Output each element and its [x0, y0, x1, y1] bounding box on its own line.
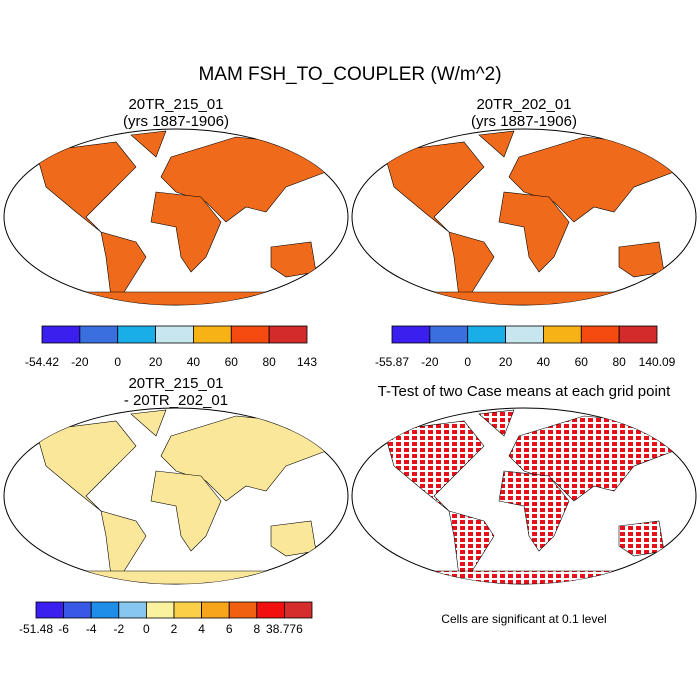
colorbar-label: 8 [253, 622, 260, 636]
colorbar-box [391, 325, 431, 344]
colorbar-label: 38.776 [266, 622, 303, 636]
colorbar-label: 80 [262, 355, 276, 369]
map [3, 407, 349, 585]
colorbar-box [63, 601, 92, 619]
colorbar-label: 80 [612, 355, 626, 369]
panel-subtitle: (yrs 1887-1906) [471, 113, 577, 130]
colorbar-label: 60 [225, 355, 239, 369]
colorbar-box [79, 325, 119, 344]
map [351, 128, 697, 306]
colorbar-box [618, 325, 658, 344]
colorbar-box [429, 325, 469, 344]
panel-note: Cells are significant at 0.1 level [441, 612, 606, 626]
colorbar-label: 140.09 [639, 355, 676, 369]
panel-title: 20TR_215_01 [128, 375, 223, 392]
colorbar-label: -20 [71, 355, 89, 369]
colorbar-box [580, 325, 620, 344]
colorbar-label: 0 [114, 355, 121, 369]
colorbar-label: 40 [187, 355, 201, 369]
colorbar-box [201, 601, 230, 619]
colorbar-label: 0 [143, 622, 150, 636]
colorbar-box [117, 325, 156, 344]
colorbar-box [230, 325, 270, 344]
colorbar-label: -55.87 [375, 355, 409, 369]
colorbar-box [505, 325, 544, 344]
colorbar-box [90, 601, 120, 619]
map [3, 128, 349, 306]
colorbar-box [193, 325, 232, 344]
colorbar-box [173, 601, 203, 619]
colorbar-box [155, 325, 194, 344]
map [351, 407, 697, 585]
colorbar-label: 40 [537, 355, 551, 369]
figure-title: MAM FSH_TO_COUPLER (W/m^2) [198, 64, 501, 85]
colorbar-label: -54.42 [25, 355, 59, 369]
panel-subtitle: - 20TR_202_01 [124, 392, 228, 409]
colorbar-label: 20 [499, 355, 513, 369]
colorbar-box [467, 325, 506, 344]
colorbar-label: 143 [297, 355, 317, 369]
panel-title: 20TR_202_01 [476, 96, 571, 113]
colorbar-label: -6 [58, 622, 69, 636]
panel-subtitle: (yrs 1887-1906) [123, 113, 229, 130]
colorbar-label: 20 [149, 355, 163, 369]
colorbar-box [228, 601, 258, 619]
panel-title: 20TR_215_01 [128, 96, 223, 113]
colorbar-label: -20 [421, 355, 439, 369]
colorbar-label: 6 [226, 622, 233, 636]
colorbar-label: 2 [171, 622, 178, 636]
colorbar-label: -2 [113, 622, 124, 636]
colorbar-label: 0 [464, 355, 471, 369]
colorbar-box [35, 601, 65, 619]
colorbar-box [41, 325, 81, 344]
colorbar-box [145, 601, 175, 619]
colorbar-box [118, 601, 147, 619]
colorbar-box [268, 325, 308, 344]
colorbar-label: 60 [575, 355, 589, 369]
colorbar-label: -51.48 [19, 622, 53, 636]
colorbar-label: -4 [86, 622, 97, 636]
colorbar-label: 4 [198, 622, 205, 636]
colorbar-box [283, 601, 313, 619]
panel-title: T-Test of two Case means at each grid po… [378, 383, 671, 400]
colorbar-box [543, 325, 582, 344]
colorbar-box [256, 601, 285, 619]
